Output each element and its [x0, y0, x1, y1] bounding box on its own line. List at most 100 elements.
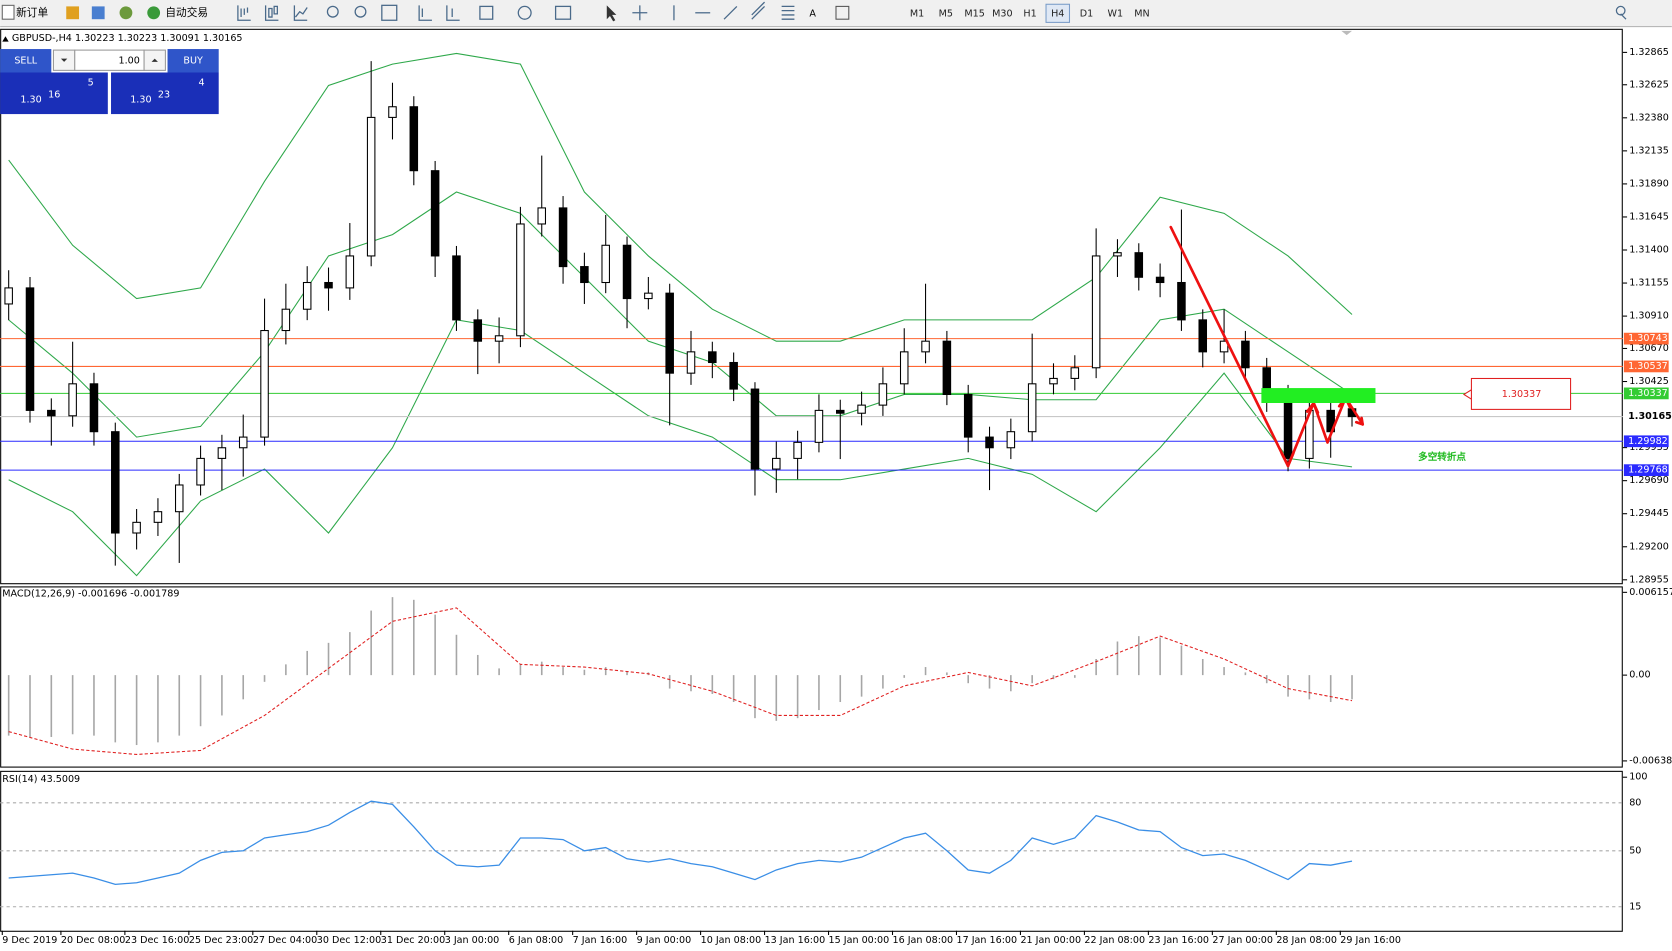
timeframe[interactable]: MN — [1134, 8, 1149, 19]
level-label: 1.30743 — [1628, 333, 1668, 344]
sell-button[interactable] — [0, 49, 52, 73]
timeframe[interactable]: W1 — [1108, 8, 1124, 19]
annotation: 多空转折点 — [1418, 451, 1466, 463]
y-tick-label: 1.28955 — [1629, 574, 1669, 585]
periods-button[interactable] — [517, 5, 532, 20]
toolbar-icon[interactable] — [119, 6, 133, 20]
indicators-button[interactable] — [479, 5, 494, 20]
candle-down — [580, 266, 589, 284]
bid-box[interactable] — [0, 72, 108, 115]
y-tick-label: 1.32865 — [1629, 47, 1669, 58]
y-tick-label: 1.31890 — [1629, 178, 1669, 189]
timeframe[interactable]: D1 — [1080, 8, 1093, 19]
candle-up — [217, 447, 227, 459]
x-tick-label: 3 Jan 00:00 — [445, 935, 500, 946]
y-tick-label: 1.32625 — [1629, 79, 1669, 90]
candle-down — [473, 319, 483, 342]
crosshair-button[interactable] — [632, 5, 648, 21]
channel-button[interactable] — [751, 1, 766, 20]
line-chart-button[interactable] — [293, 5, 308, 21]
candle-up — [878, 383, 888, 406]
search-button[interactable] — [1615, 5, 1627, 20]
y-tick-label: 1.31400 — [1629, 245, 1669, 256]
toolbar-icons — [237, 1, 1627, 22]
x-tick-label: 23 Dec 16:00 — [125, 935, 189, 946]
candle-down — [835, 409, 845, 414]
candle-up — [388, 106, 397, 118]
toolbar-icon[interactable] — [66, 6, 80, 20]
lot-value[interactable]: 1.00 — [118, 55, 139, 66]
cursor-button[interactable] — [606, 5, 617, 22]
tile-button[interactable] — [381, 4, 398, 21]
candle-up — [196, 457, 205, 486]
templates-button[interactable] — [554, 5, 572, 20]
axes: 1.32865 1.32625 1.32380 1.32135 1.31890 1.316… — [1, 47, 1672, 946]
zoom-in-button[interactable] — [326, 5, 339, 18]
candle-down — [963, 393, 973, 438]
rsi-label: RSI(14) 43.5009 — [2, 774, 80, 785]
bid-main: 16 — [48, 89, 60, 100]
x-tick-label: 27 Jan 00:00 — [1212, 935, 1273, 946]
candle-up — [366, 116, 376, 257]
x-tick-label: 7 Jan 16:00 — [573, 935, 628, 946]
level-tag — [1623, 464, 1669, 477]
fibo-button[interactable] — [781, 5, 795, 20]
text-tool[interactable]: A — [809, 8, 816, 19]
y-tick-label: 1.32135 — [1629, 145, 1669, 156]
candle-down — [324, 281, 333, 289]
main-pane — [0, 28, 1623, 585]
buy-button[interactable] — [167, 49, 219, 73]
timeframe[interactable]: M30 — [992, 8, 1012, 19]
x-tick-label: 16 Jan 08:00 — [893, 935, 954, 946]
ask-small: 4 — [198, 78, 204, 89]
candle-up — [260, 329, 269, 438]
autoscroll-button[interactable] — [418, 5, 432, 21]
sell-label[interactable]: SELL — [14, 55, 37, 66]
y-tick-label: 1.32380 — [1629, 112, 1669, 123]
main-chart — [0, 52, 1623, 577]
candle-down — [729, 361, 738, 390]
bar-chart-button[interactable] — [237, 5, 251, 21]
timeframe[interactable]: M5 — [939, 8, 953, 19]
candle-up — [4, 287, 13, 305]
bollinger-lower — [8, 319, 1353, 577]
y-tick-label: 1.31645 — [1629, 211, 1669, 222]
ask-box[interactable] — [111, 72, 219, 115]
new-order-icon[interactable] — [1, 4, 15, 20]
timeframe-active — [1045, 3, 1071, 23]
label-tool[interactable] — [835, 5, 850, 20]
timeframe[interactable]: M15 — [964, 8, 984, 19]
candle-up — [601, 244, 610, 284]
candle-up — [494, 335, 504, 342]
price-callout-text: 1.30337 — [1502, 389, 1542, 400]
candle-up — [1219, 340, 1229, 353]
zoom-out-button[interactable] — [354, 5, 367, 18]
candle-up — [1091, 255, 1101, 369]
candle-up — [281, 308, 291, 332]
y-tick-label: 1.30425 — [1629, 376, 1669, 387]
candle-down — [111, 431, 120, 534]
candle-up — [238, 436, 248, 449]
timeframe[interactable]: H4 — [1051, 8, 1064, 19]
toolbar-icon[interactable] — [91, 6, 105, 20]
rsi-tick-label: 100 — [1629, 772, 1647, 783]
timeframe[interactable]: H1 — [1023, 8, 1036, 19]
candle-chart-button[interactable] — [264, 5, 279, 21]
trendline-button[interactable] — [723, 5, 738, 20]
bid-big: 1.30 — [20, 95, 41, 106]
x-tick-label: 21 Jan 00:00 — [1020, 935, 1081, 946]
buy-label[interactable]: BUY — [183, 55, 203, 66]
candle-up — [132, 521, 141, 534]
level-label: 1.29768 — [1628, 465, 1668, 476]
y-tick-label: 1.30910 — [1629, 311, 1669, 322]
shift-button[interactable] — [446, 5, 460, 21]
candle-up — [921, 340, 930, 353]
auto-trading-icon[interactable] — [147, 6, 161, 20]
timeframes: M1 M5 M15 M30 H1 H4 D1 W1 MN — [910, 3, 1150, 23]
new-order[interactable]: 新订单 — [16, 6, 48, 19]
timeframe[interactable]: M1 — [910, 8, 924, 19]
x-tick-label: 9 Dec 2019 — [2, 935, 57, 946]
auto-trading[interactable]: 自动交易 — [165, 6, 208, 19]
candle-down — [1241, 340, 1250, 369]
